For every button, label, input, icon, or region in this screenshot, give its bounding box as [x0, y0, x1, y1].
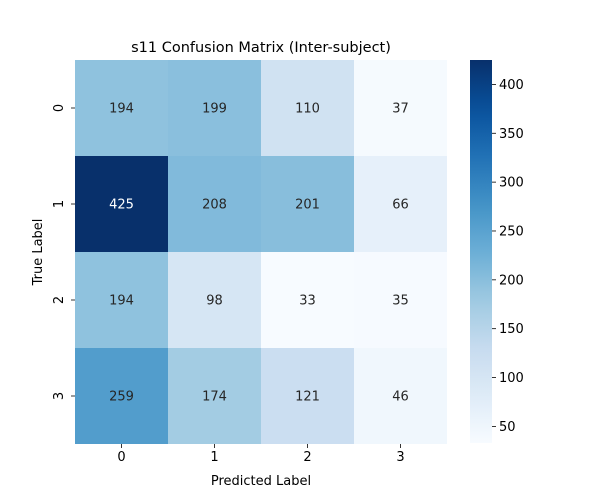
y-tick-label: 1 — [52, 200, 67, 208]
colorbar-tick-label: 250 — [499, 224, 524, 239]
heatmap-cell — [75, 252, 168, 348]
colorbar-tick-label: 350 — [499, 127, 524, 142]
cell-value-label: 33 — [299, 294, 316, 309]
colorbar — [470, 60, 492, 443]
colorbar-tick-label: 50 — [499, 420, 516, 435]
heatmap-cell — [261, 60, 354, 156]
x-tick-label: 0 — [117, 450, 125, 465]
colorbar-ticks: 50 100 150 200 250 300 350 400 — [492, 78, 524, 435]
colorbar-tick-label: 400 — [499, 78, 524, 93]
y-tick-label: 3 — [52, 392, 67, 400]
heatmap-cells — [75, 60, 447, 444]
colorbar-tick-label: 100 — [499, 371, 524, 386]
heatmap-cell — [354, 156, 447, 252]
cell-value-label: 425 — [109, 198, 134, 213]
cell-value-label: 194 — [109, 102, 134, 117]
cell-value-label: 37 — [392, 102, 409, 117]
x-tick-label: 1 — [210, 450, 218, 465]
y-axis: 0 1 2 3 — [52, 104, 75, 400]
heatmap-cell — [75, 156, 168, 252]
x-tick-label: 2 — [303, 450, 311, 465]
heatmap-cell — [261, 348, 354, 444]
heatmap-cell — [354, 60, 447, 156]
heatmap-cell — [354, 252, 447, 348]
cell-value-label: 174 — [202, 390, 227, 405]
heatmap-cell — [168, 348, 261, 444]
cell-value-label: 199 — [202, 102, 227, 117]
cell-value-label: 194 — [109, 294, 134, 309]
cell-value-label: 201 — [295, 198, 320, 213]
cell-value-label: 46 — [392, 390, 409, 405]
colorbar-tick-label: 200 — [499, 273, 524, 288]
heatmap-cell — [168, 252, 261, 348]
cell-value-label: 121 — [295, 390, 320, 405]
heatmap-cell — [261, 252, 354, 348]
x-axis: 0 1 2 3 — [117, 444, 405, 465]
heatmap-cell — [168, 156, 261, 252]
x-tick-label: 3 — [396, 450, 404, 465]
cell-value-label: 208 — [202, 198, 227, 213]
cell-value-label: 66 — [392, 198, 409, 213]
y-tick-label: 0 — [52, 104, 67, 112]
y-axis-label: True Label — [31, 219, 46, 287]
heatmap-cell-labels: 194 199 110 37 425 208 201 66 194 98 33 35 259 174 121… — [109, 102, 409, 405]
cell-value-label: 259 — [109, 390, 134, 405]
cell-value-label: 110 — [295, 102, 320, 117]
heatmap-cell — [261, 156, 354, 252]
heatmap-cell — [75, 348, 168, 444]
cell-value-label: 35 — [392, 294, 409, 309]
colorbar-tick-label: 150 — [499, 322, 524, 337]
heatmap-cell — [354, 348, 447, 444]
chart-title: s11 Confusion Matrix (Inter-subject) — [131, 40, 391, 56]
x-axis-label: Predicted Label — [211, 474, 311, 489]
y-tick-label: 2 — [52, 296, 67, 304]
heatmap-cell — [75, 60, 168, 156]
heatmap-cell — [168, 60, 261, 156]
cell-value-label: 98 — [206, 294, 223, 309]
colorbar-tick-label: 300 — [499, 176, 524, 191]
